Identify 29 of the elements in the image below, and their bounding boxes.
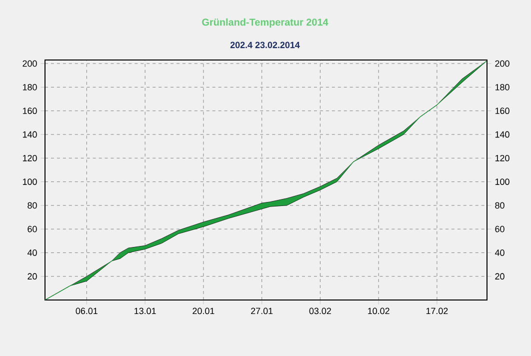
y-tick-label: 200 [22, 60, 37, 67]
y2-tick-label: 180 [495, 84, 510, 90]
y-tick-label: 40 [27, 250, 37, 256]
y-tick-label: 120 [22, 154, 37, 162]
y-tick-label: 140 [22, 131, 37, 138]
x-tick-label: 20.01 [192, 308, 214, 314]
x-tick-label: 17.02 [426, 308, 448, 314]
y2-tick-label: 80 [495, 202, 504, 209]
y2-tick-label: 160 [495, 108, 510, 114]
y-tick-label: 100 [22, 178, 37, 185]
y-tick-label: 80 [28, 202, 37, 209]
y2-tick-label: 200 [495, 60, 510, 67]
y2-tick-label: 120 [495, 154, 510, 162]
x-tick-label: 10.02 [368, 308, 390, 314]
chart-subtitle: 202.4 23.02.2014 [230, 42, 300, 48]
y-tick-label: 180 [22, 84, 37, 90]
y-tick-label: 160 [22, 108, 37, 114]
x-tick-label: 27.01 [251, 308, 273, 314]
y2-tick-label: 100 [495, 178, 510, 185]
y-tick-label: 20 [28, 273, 37, 280]
y2-tick-label: 20 [495, 273, 504, 280]
x-tick-label: 06.01 [76, 308, 98, 314]
y2-tick-label: 140 [495, 131, 510, 138]
y2-tick-label: 40 [494, 250, 504, 256]
y-tick-label: 60 [28, 226, 37, 232]
x-tick-label: 03.02 [309, 308, 331, 314]
x-tick-label: 13.01 [134, 308, 156, 314]
y2-tick-label: 60 [495, 226, 504, 232]
chart-title: Grünland-Temperatur 2014 [202, 18, 328, 28]
